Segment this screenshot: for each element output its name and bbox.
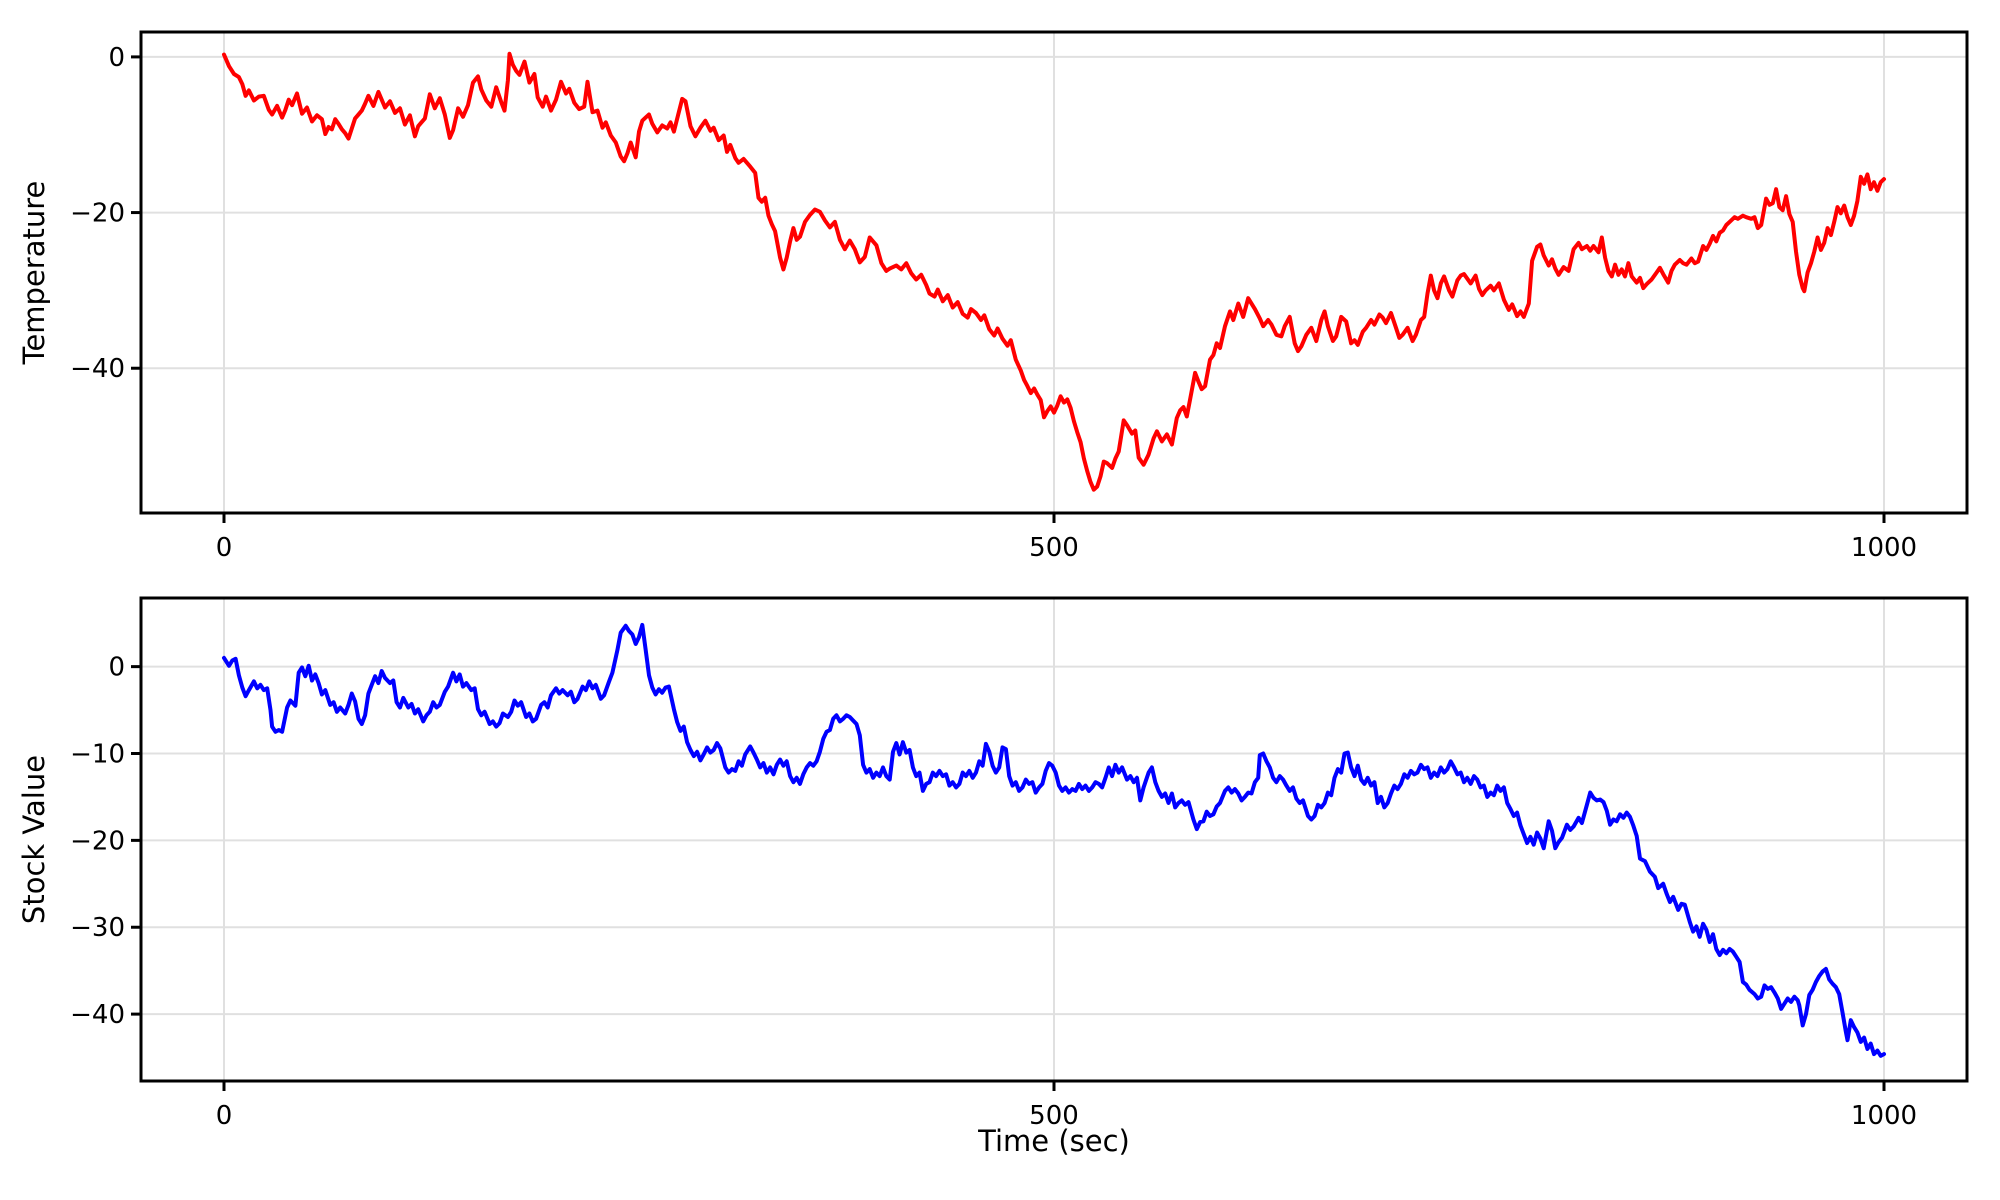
x-tick-label: 500 [1029,1101,1079,1131]
y-tick-label: −30 [70,913,125,943]
y-tick-label: −20 [70,199,125,229]
y-tick-label: −20 [70,826,125,856]
subplot-stock-value: 0 500 1000 0 −10 −20 −30 −40 Stock Value Time (se… [17,596,1969,1158]
y-axis-label-temperature: Temperature [17,181,51,366]
y-tick-label: −40 [70,354,125,384]
x-tick-label: 1000 [1851,533,1917,563]
y-axis-label-stock-value: Stock Value [17,755,51,924]
y-tick-label: 0 [108,653,125,683]
temperature-line [222,51,1886,492]
x-axis-label: Time (sec) [977,1124,1130,1158]
x-tick-label: 1000 [1851,1101,1917,1131]
subplot-temperature: 0 500 1000 0 −20 −40 Temperature [17,30,1969,563]
x-tick-label: 0 [216,533,233,563]
y-tick-label: 0 [108,43,125,73]
y-tick-label: −40 [70,1000,125,1030]
x-tick-label: 0 [216,1101,233,1131]
y-tick-label: −10 [70,739,125,769]
x-tick-label: 500 [1029,533,1079,563]
stock-value-line [222,622,1886,1058]
